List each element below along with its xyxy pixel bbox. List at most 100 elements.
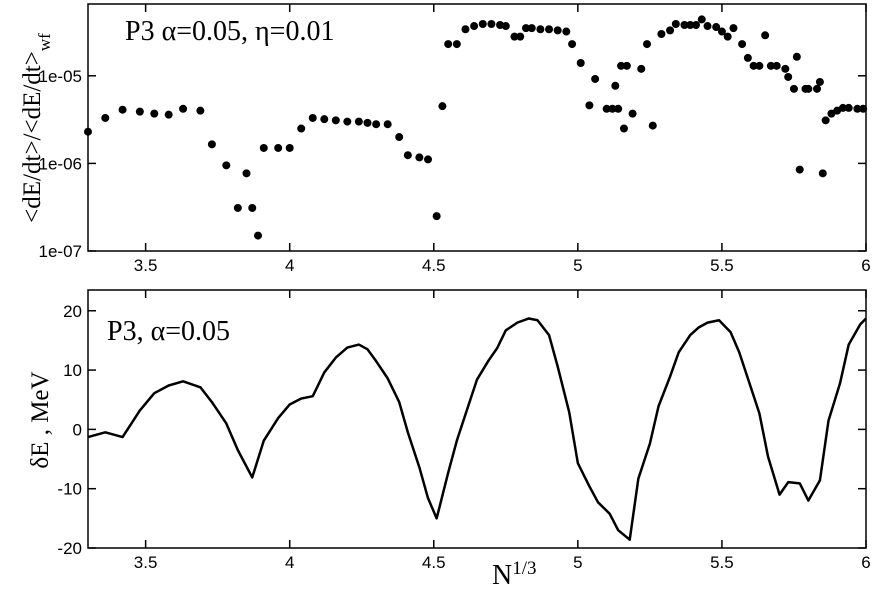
y-tick-label: 1e-06 — [39, 154, 82, 173]
point — [585, 101, 594, 110]
point — [444, 40, 453, 49]
panel: 3.5 4 4.5 5 5.5 6 1e-07 1e-06 1e-05 — [39, 4, 871, 275]
point — [438, 102, 447, 111]
point — [553, 26, 562, 35]
point — [521, 24, 530, 33]
point — [703, 22, 712, 31]
x-tick-label: 5.5 — [710, 256, 734, 275]
point — [510, 32, 519, 41]
point — [729, 24, 738, 33]
point — [274, 143, 283, 152]
point — [671, 20, 680, 29]
point — [415, 153, 424, 162]
point — [792, 52, 801, 61]
x-tick-label: 4.5 — [422, 553, 446, 572]
point — [818, 169, 827, 178]
point — [562, 27, 571, 36]
point — [372, 120, 381, 129]
point — [233, 203, 242, 212]
point — [784, 72, 793, 81]
point — [691, 21, 700, 30]
y-tick-label: 20 — [63, 302, 82, 321]
y-tick-label: 1e-05 — [39, 67, 82, 86]
point — [308, 113, 317, 122]
point — [723, 32, 732, 41]
point — [617, 61, 626, 70]
point — [853, 104, 862, 113]
point — [821, 116, 830, 125]
point — [815, 77, 824, 86]
x-tick-label: 5 — [573, 256, 582, 275]
point — [395, 133, 404, 142]
point — [118, 105, 127, 114]
y-axis-label-main: <dE/dt>/<dE/dt> — [19, 51, 46, 223]
point — [619, 124, 628, 133]
x-axis-label-sup: 1/3 — [512, 558, 536, 579]
point — [545, 25, 554, 34]
point — [838, 103, 847, 112]
point — [568, 40, 577, 49]
point — [622, 61, 631, 70]
point — [761, 31, 770, 40]
point — [602, 104, 611, 113]
point — [383, 120, 392, 129]
y-tick-label: 10 — [63, 361, 82, 380]
point — [648, 121, 657, 130]
plot-frame — [87, 289, 867, 549]
point — [259, 143, 268, 152]
point — [738, 40, 747, 49]
x-axis-label-main: N — [492, 560, 512, 590]
point — [637, 64, 646, 73]
point — [697, 15, 706, 24]
point — [795, 165, 804, 174]
x-tick-label: 4.5 — [422, 256, 446, 275]
y-axis-label: δE , MeV — [27, 371, 54, 468]
point — [608, 104, 617, 113]
point — [432, 212, 441, 221]
point — [354, 117, 363, 126]
point — [343, 117, 352, 126]
y-tick-label: 0 — [73, 420, 82, 439]
point — [242, 169, 251, 178]
point — [686, 21, 695, 30]
point — [591, 74, 600, 83]
point — [101, 113, 110, 122]
point — [527, 24, 536, 33]
point — [135, 107, 144, 116]
x-tick-label: 3.5 — [134, 553, 158, 572]
plot-frame — [87, 3, 867, 252]
point — [403, 151, 412, 160]
point — [297, 124, 306, 133]
line — [87, 317, 867, 541]
point — [749, 61, 758, 70]
y-axis-label-sub: wf — [35, 33, 54, 51]
x-tick-label: 4 — [285, 553, 294, 572]
point — [781, 64, 790, 73]
x-tick-label: 3.5 — [134, 256, 158, 275]
point — [84, 127, 92, 136]
point — [813, 84, 822, 93]
y-tick-label: -20 — [57, 539, 82, 558]
point — [150, 109, 159, 118]
point — [804, 84, 813, 93]
point — [516, 32, 525, 41]
point — [196, 106, 205, 115]
y-axis-label: <dE/dt>/<dE/dt>wf — [19, 33, 54, 223]
point — [424, 155, 433, 164]
point — [254, 231, 263, 240]
point — [772, 61, 781, 70]
x-tick-label: 4 — [285, 256, 294, 275]
point — [222, 161, 231, 170]
point — [643, 40, 652, 49]
point — [331, 116, 340, 125]
point — [320, 115, 329, 124]
point — [614, 104, 623, 113]
x-tick-label: 6 — [861, 256, 870, 275]
point — [717, 27, 726, 36]
point — [501, 22, 510, 31]
point — [478, 20, 487, 29]
point — [470, 22, 479, 31]
point — [285, 143, 294, 152]
point — [164, 110, 173, 119]
